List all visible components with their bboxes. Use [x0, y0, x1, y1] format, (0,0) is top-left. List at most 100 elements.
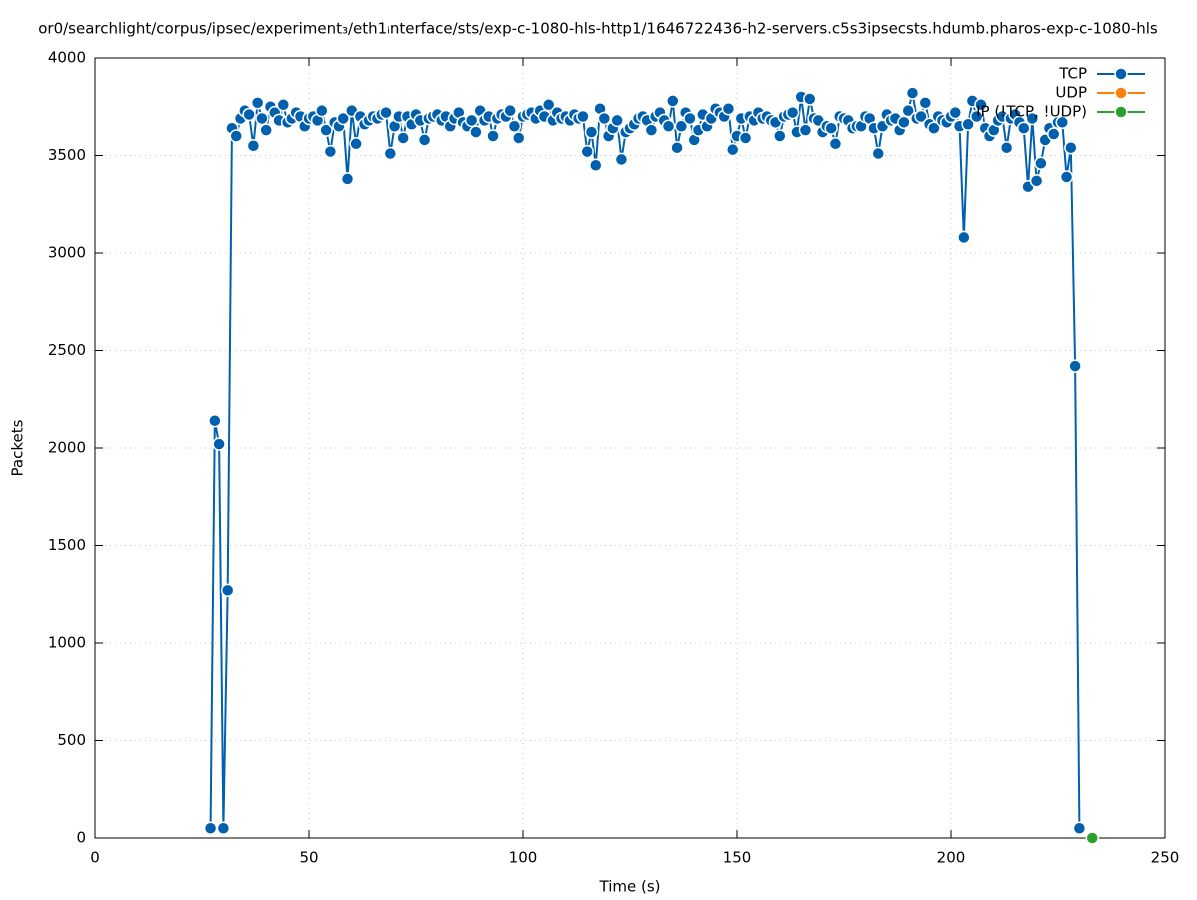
data-point	[661, 119, 676, 133]
data-point	[242, 107, 256, 122]
data-point	[803, 92, 817, 106]
data-point	[871, 146, 885, 161]
x-tick-label: 150	[723, 849, 752, 867]
data-point	[469, 125, 483, 139]
data-point	[203, 821, 218, 835]
data-point	[969, 109, 984, 124]
data-point	[914, 109, 928, 124]
data-point	[999, 140, 1014, 155]
data-point	[738, 131, 753, 145]
legend-label: IP (!TCP, !UDP)	[976, 103, 1087, 121]
data-point	[464, 113, 479, 128]
legend-marker	[1114, 67, 1128, 81]
data-point	[580, 144, 594, 159]
data-point	[798, 123, 813, 137]
data-point	[541, 98, 556, 112]
data-point	[1034, 156, 1048, 171]
data-point	[259, 123, 273, 137]
data-point	[1064, 140, 1078, 155]
y-tick-label: 0	[76, 829, 86, 847]
x-tick-label: 0	[90, 849, 100, 867]
data-point	[918, 96, 933, 110]
y-tick-label: 2000	[48, 439, 86, 457]
data-point	[336, 111, 350, 126]
data-point	[396, 131, 410, 145]
data-point	[773, 129, 787, 143]
chart-title: or0/searchlight/corpus/ipsec/experiment₃…	[38, 20, 1158, 38]
data-point	[674, 119, 689, 133]
data-point	[383, 146, 398, 161]
data-point	[323, 144, 338, 159]
data-point	[511, 131, 526, 145]
data-point	[1046, 127, 1061, 141]
data-point	[379, 105, 393, 120]
data-point	[927, 121, 941, 135]
data-point	[503, 103, 517, 118]
data-point	[250, 96, 265, 110]
data-point	[576, 109, 590, 124]
y-tick-label: 2500	[48, 341, 86, 359]
data-point	[670, 140, 684, 155]
x-tick-label: 250	[1151, 849, 1180, 867]
data-point	[610, 113, 624, 128]
y-tick-label: 1500	[48, 536, 86, 554]
data-point	[1072, 821, 1087, 835]
data-point	[417, 133, 432, 147]
y-tick-label: 4000	[48, 49, 86, 67]
y-tick-label: 3500	[48, 146, 86, 164]
legend-marker	[1114, 86, 1128, 100]
y-tick-label: 3000	[48, 244, 86, 262]
data-point	[216, 821, 231, 835]
data-point	[246, 139, 261, 153]
data-point	[957, 230, 971, 245]
y-axis-label: Packets	[9, 419, 27, 476]
x-axis-label: Time (s)	[599, 878, 661, 896]
legend-label: TCP	[1058, 65, 1087, 83]
data-point	[785, 105, 800, 120]
data-point	[666, 94, 680, 108]
data-point	[974, 98, 988, 112]
x-tick-label: 200	[937, 849, 966, 867]
y-tick-label: 1000	[48, 634, 86, 652]
series-line	[209, 92, 1081, 829]
legend-label: UDP	[1055, 84, 1087, 102]
data-point	[948, 105, 963, 120]
data-point	[212, 437, 226, 451]
data-point	[614, 152, 629, 167]
x-tick-label: 100	[509, 849, 538, 867]
data-point	[589, 158, 603, 172]
data-point	[208, 413, 222, 428]
data-point	[1055, 115, 1070, 130]
data-point	[229, 129, 243, 143]
data-point	[1025, 111, 1040, 126]
data-point	[349, 137, 363, 151]
x-tick-label: 50	[299, 849, 318, 867]
data-point	[897, 115, 911, 130]
data-point	[721, 101, 736, 116]
data-point	[255, 111, 269, 126]
data-point	[507, 119, 522, 133]
y-tick-label: 500	[57, 731, 86, 749]
data-point	[644, 123, 659, 137]
data-point	[340, 172, 355, 186]
data-point	[1017, 121, 1031, 135]
data-point	[905, 86, 920, 100]
plot-border	[94, 57, 1166, 839]
data-point	[597, 111, 612, 126]
data-point	[961, 117, 975, 132]
data-point	[1029, 174, 1044, 188]
data-point	[824, 121, 838, 135]
data-point	[1085, 831, 1099, 845]
data-point	[901, 103, 915, 118]
data-point	[828, 137, 843, 151]
data-point	[315, 103, 329, 118]
data-point	[319, 123, 333, 137]
legend-marker	[1114, 105, 1128, 119]
data-point	[683, 111, 697, 126]
data-point	[220, 583, 235, 598]
data-point	[1059, 170, 1074, 184]
data-point	[725, 142, 740, 157]
data-point	[584, 125, 599, 139]
data-point	[1068, 359, 1082, 373]
